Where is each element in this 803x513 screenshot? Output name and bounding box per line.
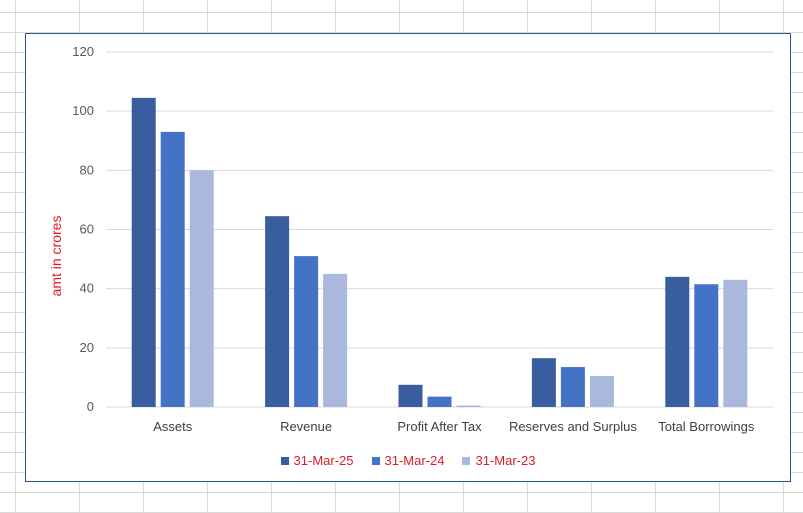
category-label: Total Borrowings xyxy=(658,419,755,434)
legend-item: 31-Mar-25 xyxy=(280,453,354,468)
y-tick-label: 80 xyxy=(80,162,94,177)
bar xyxy=(160,131,185,407)
category-labels: Assets Revenue Profit After Tax Reserves an… xyxy=(153,419,755,434)
bar xyxy=(323,273,348,407)
legend-label: 31-Mar-24 xyxy=(384,453,445,468)
bar xyxy=(560,367,585,407)
category-label: Revenue xyxy=(280,419,332,434)
bar xyxy=(723,279,748,407)
bar xyxy=(189,170,214,407)
bar xyxy=(398,384,423,407)
bar-chart: 0 20 40 60 80 100 120 Assets Revenue Profit Afte… xyxy=(48,44,773,434)
y-tick-label: 100 xyxy=(72,103,94,118)
legend-item: 31-Mar-23 xyxy=(462,453,535,468)
bar xyxy=(694,284,719,407)
legend-swatch xyxy=(462,456,471,465)
bar xyxy=(427,396,452,407)
bars xyxy=(131,97,748,407)
legend-label: 31-Mar-25 xyxy=(293,453,354,468)
category-label: Profit After Tax xyxy=(397,419,482,434)
bar xyxy=(131,97,156,407)
legend-swatch xyxy=(371,456,380,465)
bar xyxy=(294,256,319,407)
category-label: Assets xyxy=(153,419,193,434)
legend: 31-Mar-25 31-Mar-24 31-Mar-23 xyxy=(26,453,790,468)
chart-area: 0 20 40 60 80 100 120 Assets Revenue Profit Afte… xyxy=(25,33,791,482)
y-tick-label: 120 xyxy=(72,44,94,59)
bar xyxy=(589,375,614,407)
y-tick-label: 40 xyxy=(80,281,94,296)
bar xyxy=(665,276,690,407)
y-tick-label: 0 xyxy=(87,399,94,414)
legend-item: 31-Mar-24 xyxy=(371,453,445,468)
gridlines xyxy=(106,51,773,408)
category-label: Reserves and Surplus xyxy=(509,419,637,434)
legend-swatch xyxy=(280,456,289,465)
y-axis-label: amt in crores xyxy=(48,216,64,297)
bar xyxy=(531,358,556,407)
y-tick-label: 60 xyxy=(80,222,94,237)
y-tick-labels: 0 20 40 60 80 100 120 xyxy=(72,44,94,414)
bar xyxy=(265,216,290,407)
bar xyxy=(456,405,481,407)
y-tick-label: 20 xyxy=(80,340,94,355)
legend-label: 31-Mar-23 xyxy=(475,453,536,468)
